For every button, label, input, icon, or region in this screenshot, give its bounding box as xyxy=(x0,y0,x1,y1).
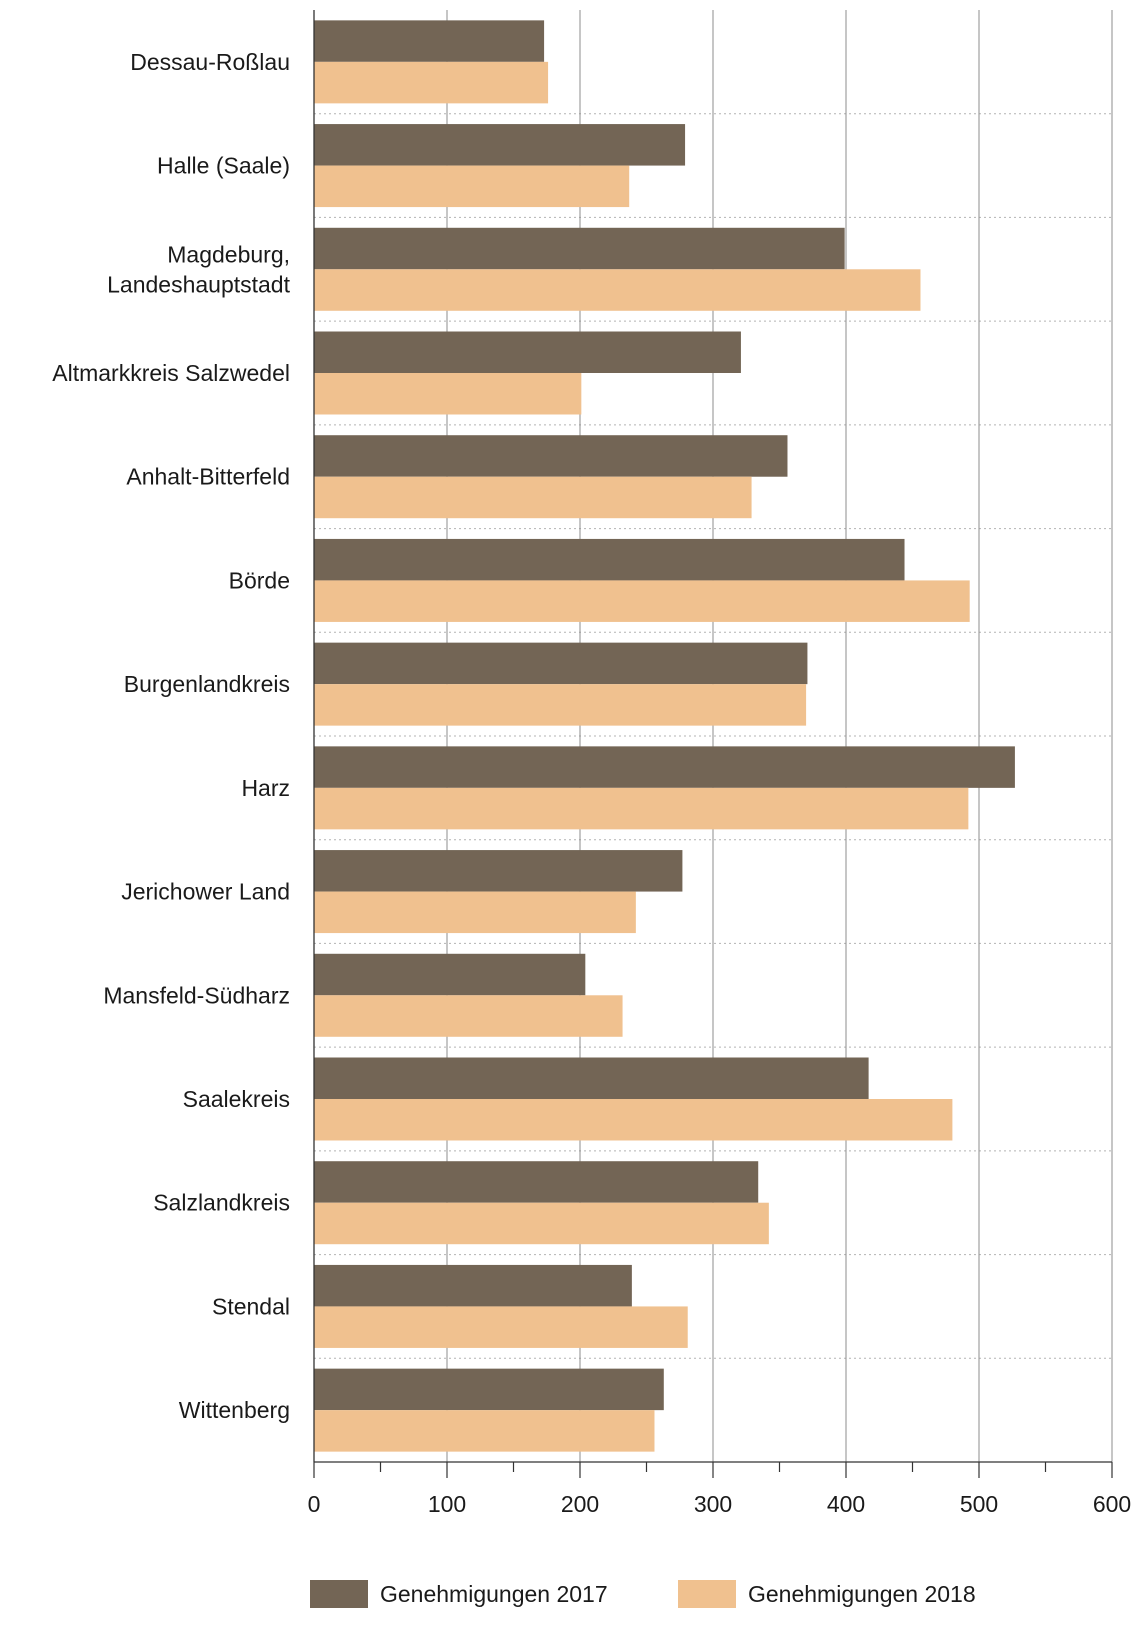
category-label-line: Altmarkkreis Salzwedel xyxy=(52,360,290,386)
category-label-10: Saalekreis xyxy=(183,1086,290,1112)
category-label-3: Altmarkkreis Salzwedel xyxy=(52,360,290,386)
category-label-line: Burgenlandkreis xyxy=(124,671,290,697)
category-labels: Dessau-Roßlau Halle (Saale) Magdeburg, Land… xyxy=(52,49,290,1423)
bar-2017-2 xyxy=(314,227,845,270)
bar-2018-5 xyxy=(314,580,970,622)
category-label-line: Stendal xyxy=(212,1293,290,1319)
bar-2017-5 xyxy=(314,538,905,581)
category-label-5: Börde xyxy=(229,567,290,593)
category-label-line: Wittenberg xyxy=(179,1397,290,1423)
category-label-2: Magdeburg, Landeshauptstadt xyxy=(107,241,290,297)
category-label-13: Wittenberg xyxy=(179,1397,290,1423)
x-tick-labels: 0 100 200 300 400 500 600 xyxy=(308,1491,1132,1517)
category-label-12: Stendal xyxy=(212,1293,290,1319)
bar-2017-3 xyxy=(314,331,741,373)
category-label-1: Halle (Saale) xyxy=(157,153,290,179)
axes xyxy=(313,10,1113,1478)
category-label-6: Burgenlandkreis xyxy=(124,671,290,697)
bar-2018-8 xyxy=(314,891,636,934)
category-label-line: Börde xyxy=(229,567,290,593)
category-label-0: Dessau-Roßlau xyxy=(130,49,290,75)
category-label-line: Salzlandkreis xyxy=(153,1190,290,1216)
x-tick-label-200: 200 xyxy=(561,1491,599,1517)
x-tick-label-400: 400 xyxy=(827,1491,865,1517)
legend: Genehmigungen 2017 Genehmigungen 2018 xyxy=(310,1580,976,1608)
bar-2017-0 xyxy=(314,20,545,62)
bar-2018-1 xyxy=(314,165,630,208)
bar-2018-7 xyxy=(314,787,969,830)
x-tick-label-500: 500 xyxy=(960,1491,998,1517)
legend-swatch-2017 xyxy=(310,1580,368,1608)
category-label-line: Halle (Saale) xyxy=(157,153,290,179)
bar-2017-7 xyxy=(314,746,1015,788)
bar-2018-13 xyxy=(314,1410,655,1452)
category-label-line: Harz xyxy=(241,775,290,801)
bar-2018-2 xyxy=(314,269,921,311)
category-label-line: Anhalt-Bitterfeld xyxy=(126,464,290,490)
category-label-8: Jerichower Land xyxy=(121,879,290,905)
legend-swatch-2018 xyxy=(678,1580,736,1608)
category-label-line: Landeshauptstadt xyxy=(107,271,290,297)
category-label-line: Magdeburg, xyxy=(167,241,290,267)
bar-2018-3 xyxy=(314,373,582,415)
bar-2017-8 xyxy=(314,850,683,892)
bar-2018-10 xyxy=(314,1099,953,1141)
category-label-line: Dessau-Roßlau xyxy=(130,49,290,75)
bar-2017-6 xyxy=(314,642,808,685)
bar-2017-12 xyxy=(314,1264,632,1307)
category-label-line: Saalekreis xyxy=(183,1086,290,1112)
bar-2018-9 xyxy=(314,995,623,1037)
bar-2017-9 xyxy=(314,953,586,996)
bar-2018-6 xyxy=(314,684,807,726)
category-label-line: Jerichower Land xyxy=(121,879,290,905)
bar-2017-11 xyxy=(314,1161,759,1203)
bar-2018-0 xyxy=(314,61,549,104)
bars xyxy=(314,20,1015,1452)
category-label-7: Harz xyxy=(241,775,290,801)
x-tick-label-0: 0 xyxy=(308,1491,321,1517)
category-label-line: Mansfeld-Südharz xyxy=(103,982,290,1008)
bar-2017-4 xyxy=(314,435,788,477)
legend-label-2017: Genehmigungen 2017 xyxy=(380,1581,608,1607)
x-tick-label-300: 300 xyxy=(694,1491,732,1517)
bar-2017-1 xyxy=(314,124,686,166)
bar-2018-12 xyxy=(314,1306,688,1348)
bar-2017-13 xyxy=(314,1368,664,1411)
bar-2018-11 xyxy=(314,1202,769,1245)
x-tick-label-600: 600 xyxy=(1093,1491,1131,1517)
category-label-11: Salzlandkreis xyxy=(153,1190,290,1216)
bar-2017-10 xyxy=(314,1057,869,1099)
category-label-9: Mansfeld-Südharz xyxy=(103,982,290,1008)
x-tick-label-100: 100 xyxy=(428,1491,466,1517)
category-label-4: Anhalt-Bitterfeld xyxy=(126,464,290,490)
legend-label-2018: Genehmigungen 2018 xyxy=(748,1581,976,1607)
bar-2018-4 xyxy=(314,476,752,519)
